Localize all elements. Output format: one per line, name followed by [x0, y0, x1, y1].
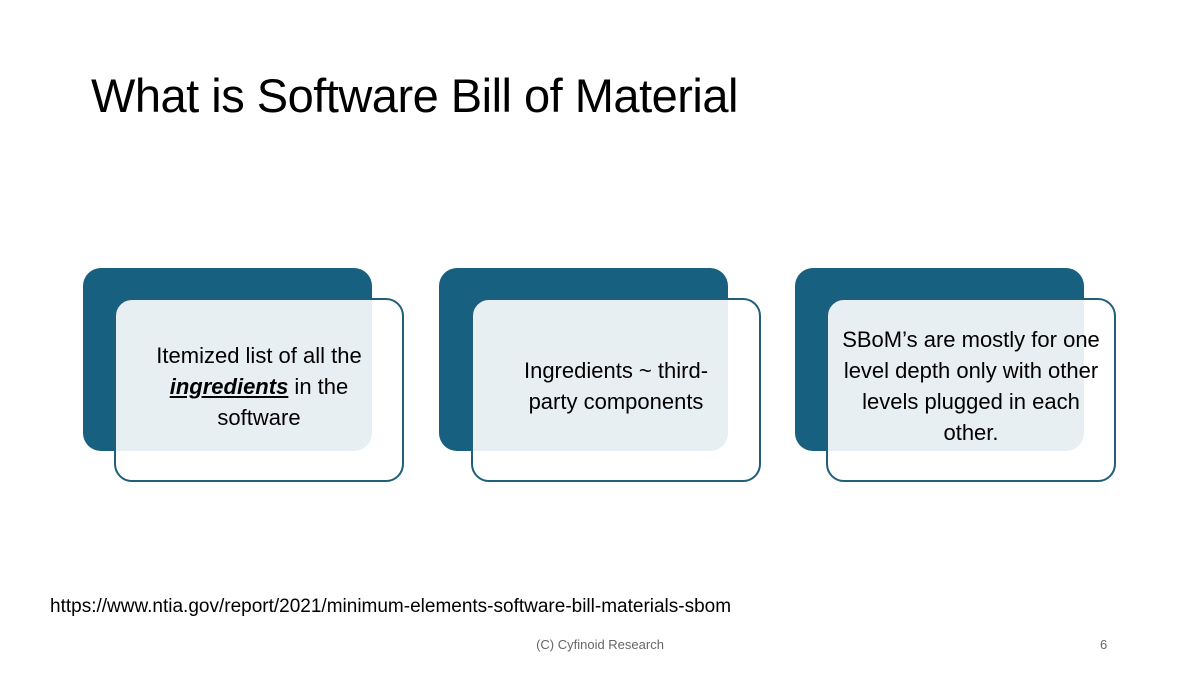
page-number: 6 — [1100, 637, 1108, 652]
card-2-text: Ingredients ~ third-party components — [523, 358, 709, 414]
card-3-text: SBoM’s are mostly for one level depth on… — [842, 327, 1100, 445]
card-3: SBoM’s are mostly for one level depth on… — [826, 298, 1116, 482]
reference-link[interactable]: https://www.ntia.gov/report/2021/minimum… — [50, 596, 732, 617]
ingredients-emphasis: ingredients — [169, 373, 289, 399]
card-1-text: Itemized list of all the ingredients in … — [130, 340, 388, 441]
footer-text: (C) Cyfinoid Research — [536, 637, 664, 652]
card-1-text-after: in the software — [217, 373, 349, 430]
slide-title: What is Software Bill of Material — [91, 69, 738, 122]
card-1-text-before: Itemized list of all the — [156, 342, 362, 368]
card-2: Ingredients ~ third-party components — [471, 298, 761, 482]
card-1: Itemized list of all the ingredients in … — [114, 298, 404, 482]
